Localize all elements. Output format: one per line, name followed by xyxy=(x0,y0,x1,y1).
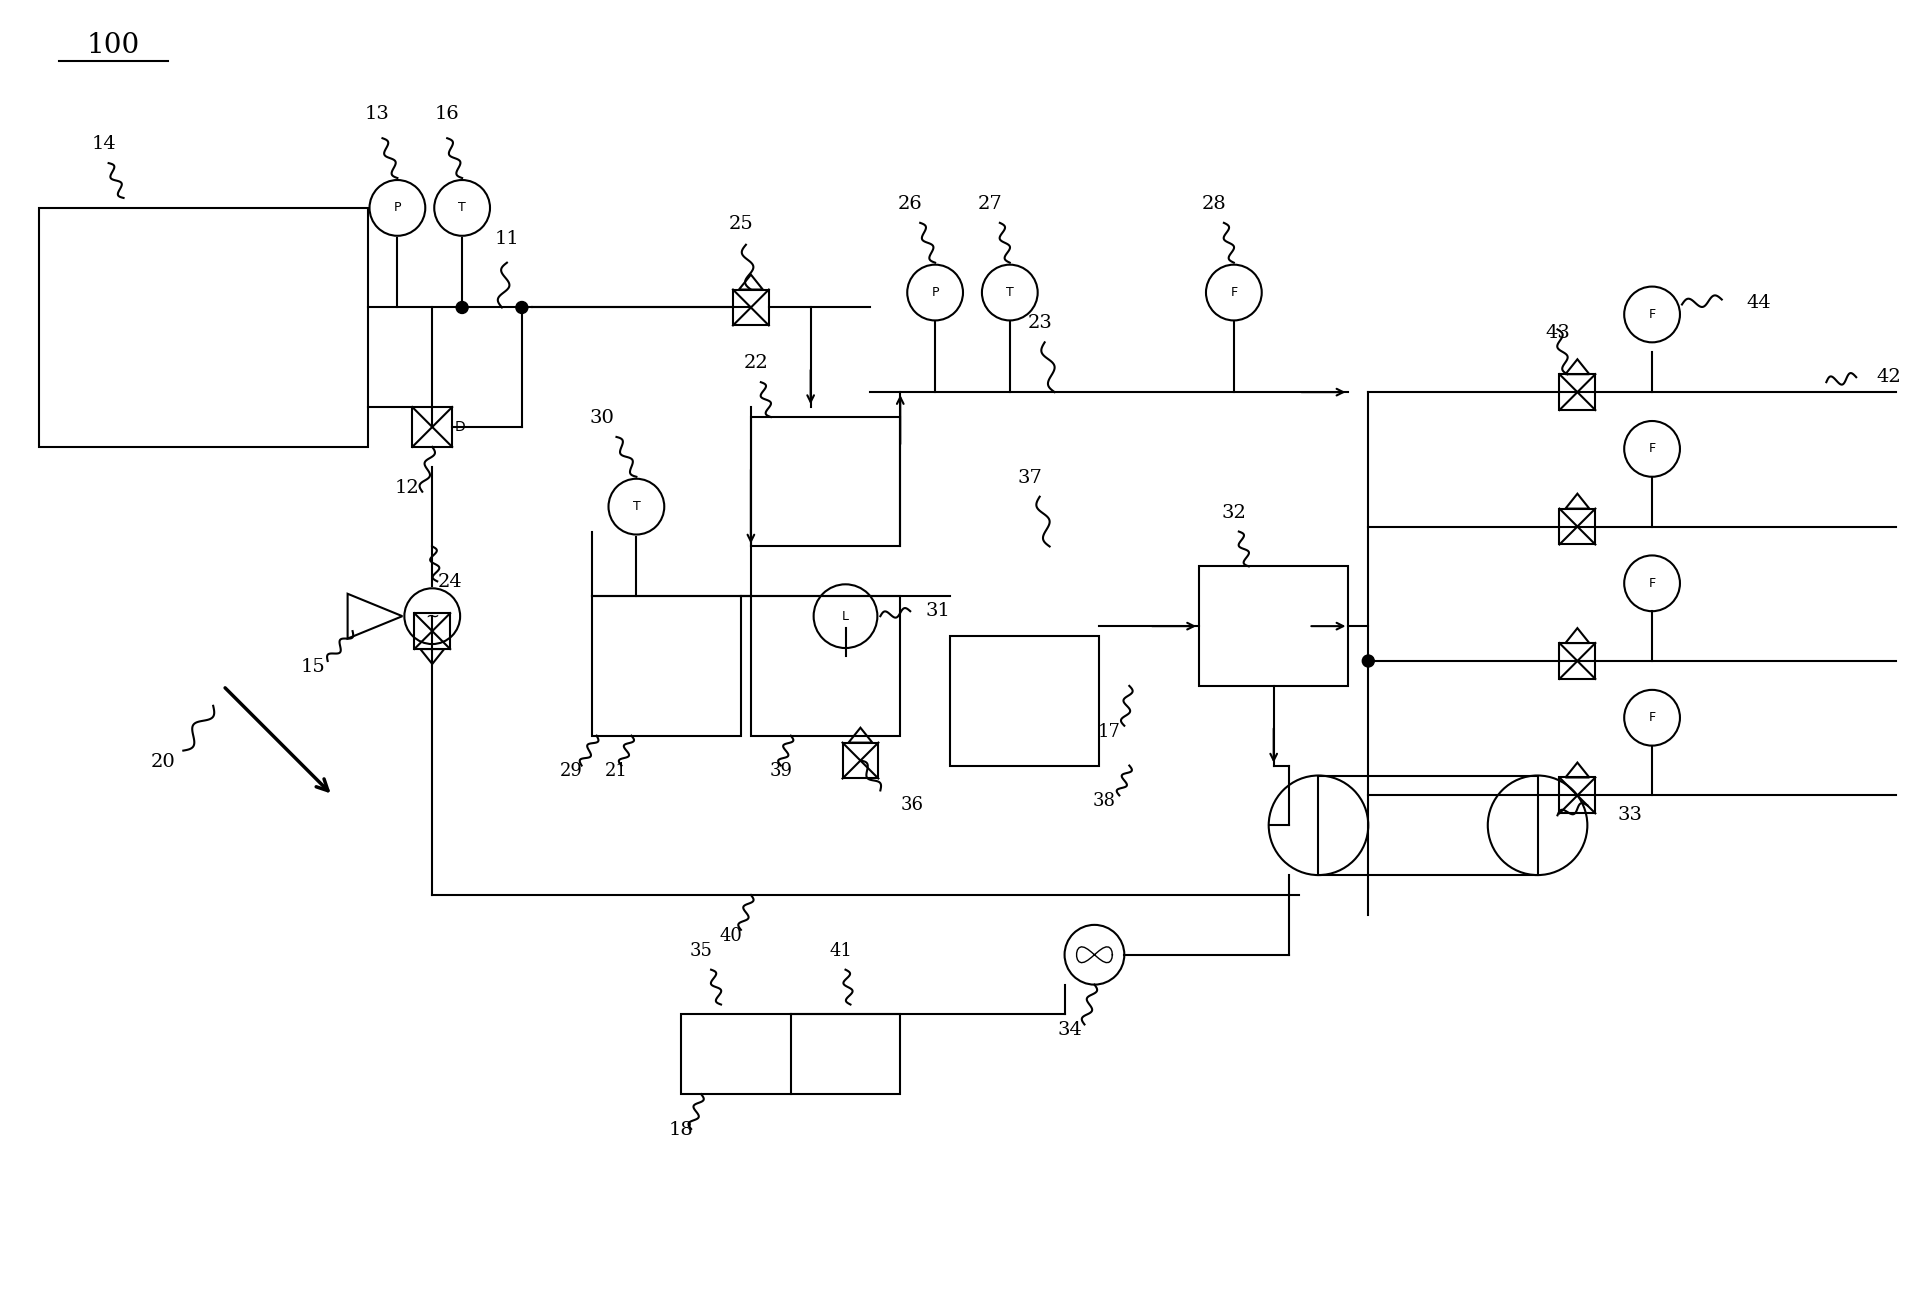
Text: 40: 40 xyxy=(719,926,742,945)
Text: F: F xyxy=(1648,576,1655,590)
Text: 12: 12 xyxy=(395,479,420,496)
Text: T: T xyxy=(1006,286,1014,299)
Bar xyxy=(1559,644,1596,679)
Text: 37: 37 xyxy=(1017,468,1043,487)
Text: 21: 21 xyxy=(605,762,628,780)
Text: 17: 17 xyxy=(1098,722,1122,741)
Bar xyxy=(1318,775,1538,875)
Text: F: F xyxy=(1648,442,1655,455)
Text: 28: 28 xyxy=(1202,195,1226,213)
Text: 18: 18 xyxy=(669,1121,694,1138)
Text: 24: 24 xyxy=(437,574,462,591)
Bar xyxy=(752,417,900,546)
Bar xyxy=(842,742,879,779)
Bar xyxy=(414,613,451,649)
Text: 23: 23 xyxy=(1027,315,1052,333)
Text: D: D xyxy=(455,420,464,434)
Text: F: F xyxy=(1229,286,1237,299)
Circle shape xyxy=(1362,655,1374,667)
Bar xyxy=(39,208,368,447)
Text: 20: 20 xyxy=(150,753,175,771)
Circle shape xyxy=(516,301,528,313)
Bar xyxy=(1559,778,1596,813)
Bar xyxy=(1559,374,1596,411)
Text: T: T xyxy=(632,500,640,513)
Text: 39: 39 xyxy=(769,762,792,780)
Text: 100: 100 xyxy=(87,32,141,58)
Text: 34: 34 xyxy=(1058,1021,1081,1040)
Bar xyxy=(1199,566,1349,686)
Text: 41: 41 xyxy=(829,942,852,959)
Text: 33: 33 xyxy=(1617,807,1642,824)
Text: F: F xyxy=(1648,308,1655,321)
Text: 43: 43 xyxy=(1545,324,1571,342)
Text: L: L xyxy=(842,609,850,622)
Bar xyxy=(412,407,453,447)
Text: 36: 36 xyxy=(900,796,923,815)
Bar xyxy=(682,1015,900,1094)
Text: 25: 25 xyxy=(728,215,753,233)
Bar xyxy=(1559,508,1596,545)
Bar xyxy=(732,290,769,325)
Bar xyxy=(950,636,1100,766)
Bar xyxy=(752,596,900,736)
Text: 11: 11 xyxy=(495,230,518,247)
Text: 31: 31 xyxy=(925,603,950,620)
Text: 26: 26 xyxy=(898,195,923,213)
Bar xyxy=(592,596,742,736)
Text: 42: 42 xyxy=(1877,368,1900,386)
Text: 15: 15 xyxy=(301,658,326,676)
Text: 13: 13 xyxy=(364,105,389,124)
Text: ~: ~ xyxy=(426,607,439,625)
Text: 14: 14 xyxy=(91,136,116,153)
Text: 38: 38 xyxy=(1093,792,1116,811)
Text: 29: 29 xyxy=(561,762,584,780)
Text: 35: 35 xyxy=(690,942,713,959)
Text: F: F xyxy=(1648,711,1655,724)
Text: T: T xyxy=(459,201,466,215)
Text: 22: 22 xyxy=(744,354,769,372)
Text: 44: 44 xyxy=(1746,293,1771,312)
Text: 27: 27 xyxy=(977,195,1002,213)
Text: 30: 30 xyxy=(590,409,615,426)
Text: 32: 32 xyxy=(1222,504,1247,521)
Circle shape xyxy=(457,301,468,313)
Text: P: P xyxy=(931,286,938,299)
Text: 16: 16 xyxy=(436,105,459,124)
Text: P: P xyxy=(393,201,401,215)
